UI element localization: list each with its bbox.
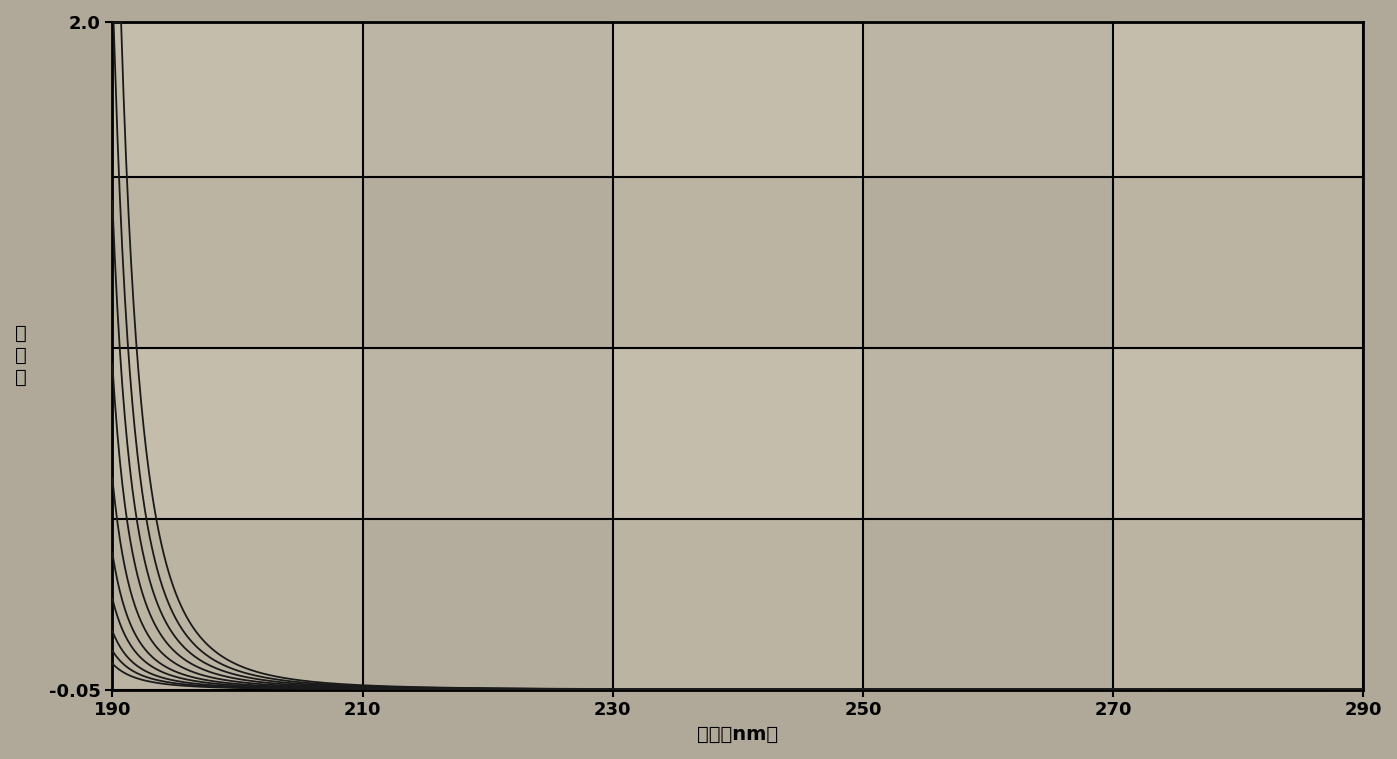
Bar	[1113, 22, 1363, 690]
Bar	[112, 22, 362, 690]
Bar	[863, 22, 1113, 690]
Bar	[613, 22, 863, 690]
X-axis label: 波长（nm）: 波长（nm）	[697, 725, 778, 744]
Bar	[112, 177, 1363, 348]
Bar	[112, 518, 1363, 690]
Bar	[112, 348, 1363, 518]
Bar	[112, 22, 1363, 177]
Y-axis label: 吸
光
度: 吸 光 度	[15, 324, 27, 387]
Bar	[362, 22, 613, 690]
